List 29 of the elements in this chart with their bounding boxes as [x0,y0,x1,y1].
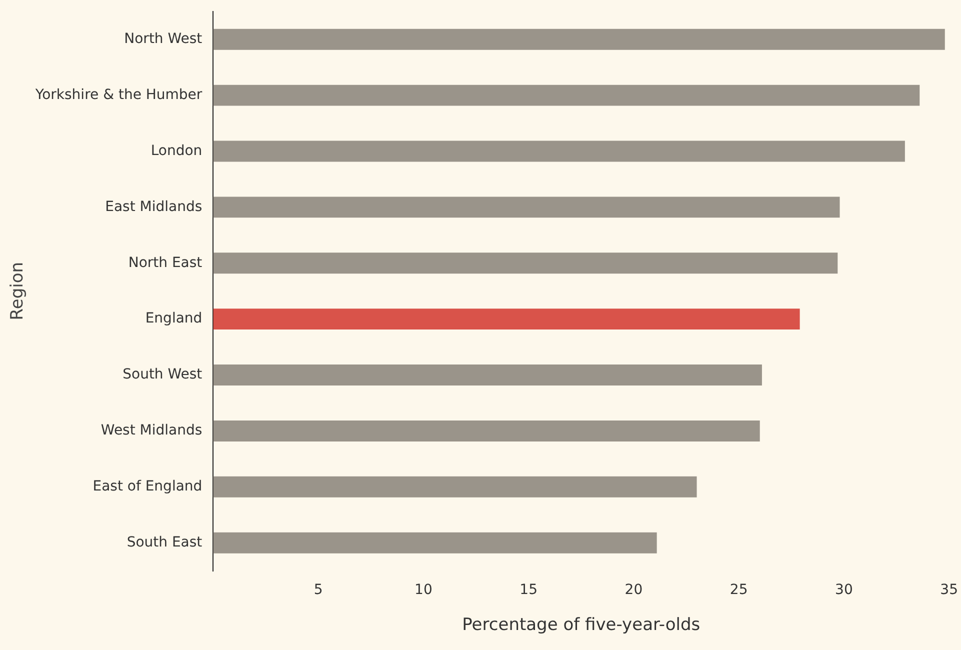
y-tick-label: South West [122,366,203,383]
x-tick-label: 20 [624,582,643,598]
x-tick-label: 30 [835,582,853,598]
y-tick-label: South East [126,534,203,550]
bar [213,420,760,442]
bar [213,476,697,498]
y-tick-label: England [145,310,202,327]
y-axis-title: Region [8,262,28,320]
x-tick-label: 25 [730,582,748,598]
x-tick-label: 10 [414,582,432,598]
bar [213,196,840,218]
bar [213,140,905,162]
y-tick-label: London [150,142,202,159]
x-tick-label: 15 [520,582,538,598]
x-tick-label: 35 [940,582,958,598]
bar [213,308,800,330]
y-tick-label: North West [124,31,203,48]
y-tick-label: East Midlands [105,198,202,215]
y-tick-label: North East [128,254,203,271]
bar [213,28,945,50]
y-tick-label: Yorkshire & the Humber [34,86,202,103]
bar [213,252,838,274]
x-axis-title: Percentage of five-year-olds [462,615,700,636]
y-tick-label: East of England [92,478,202,495]
x-tick-label: 5 [314,582,323,598]
bar [213,84,920,106]
y-tick-label: West Midlands [100,422,202,439]
bar [213,532,657,554]
bar [213,364,762,386]
